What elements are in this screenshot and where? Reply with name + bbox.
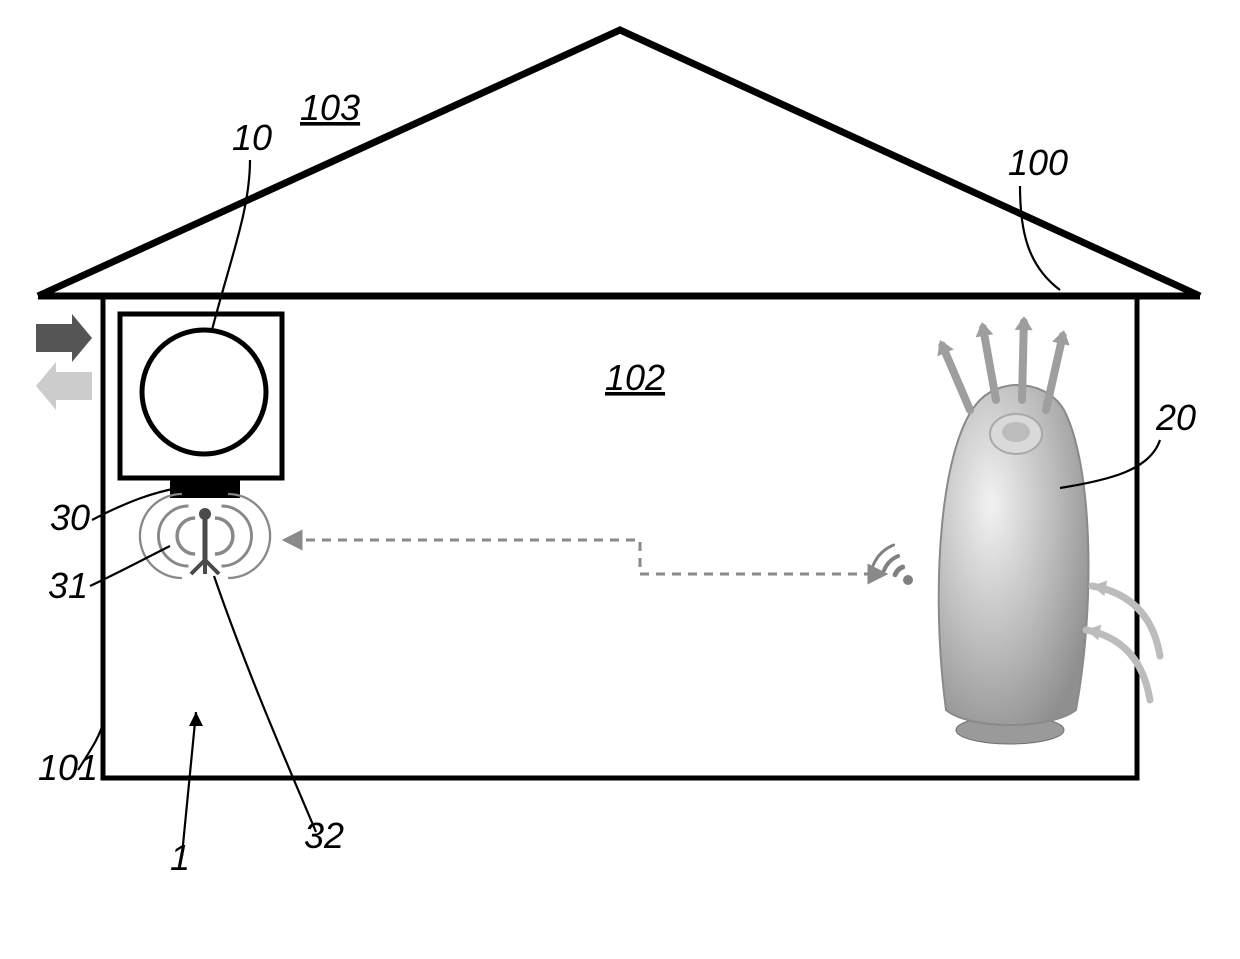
radio-wave-right-icon	[215, 518, 233, 554]
ref-label-1: 1	[170, 837, 190, 878]
wifi-dot-icon	[903, 575, 913, 585]
radio-wave-left-icon	[177, 518, 195, 554]
leader-100	[1020, 186, 1060, 290]
ref-label-20: 20	[1155, 397, 1196, 438]
ref-label-10: 10	[232, 117, 272, 158]
ref-label-102: 102	[605, 357, 665, 398]
wifi-arc-icon	[895, 567, 903, 575]
antenna-tip	[199, 508, 211, 520]
inlet-arrow-icon	[36, 314, 92, 362]
purifier-exhaust-arrow	[1022, 322, 1024, 400]
wifi-arc-icon	[884, 556, 898, 570]
radio-wave-left-icon	[159, 506, 189, 566]
leader-1	[182, 712, 196, 856]
leader-10	[212, 160, 250, 330]
purifier-intake-arrow	[1086, 630, 1150, 700]
antenna-base	[191, 560, 219, 574]
ventilator-fan	[142, 330, 266, 454]
ref-label-103: 103	[300, 87, 360, 128]
ref-label-101: 101	[38, 747, 98, 788]
ref-label-31: 31	[48, 565, 88, 606]
ref-label-32: 32	[304, 815, 344, 856]
purifier-exhaust-arrow	[942, 346, 970, 410]
leader-32	[214, 576, 316, 832]
purifier-exhaust-arrow	[983, 328, 996, 400]
outlet-arrow-icon	[36, 362, 92, 410]
ref-label-100: 100	[1008, 142, 1068, 183]
leader-1-arrowhead	[189, 712, 203, 726]
ref-label-30: 30	[50, 497, 90, 538]
radio-wave-right-icon	[222, 506, 252, 566]
purifier-outlet-inner	[1002, 422, 1030, 442]
purifier-exhaust-arrow-head	[1015, 316, 1033, 330]
wireless-link-line	[290, 540, 880, 574]
